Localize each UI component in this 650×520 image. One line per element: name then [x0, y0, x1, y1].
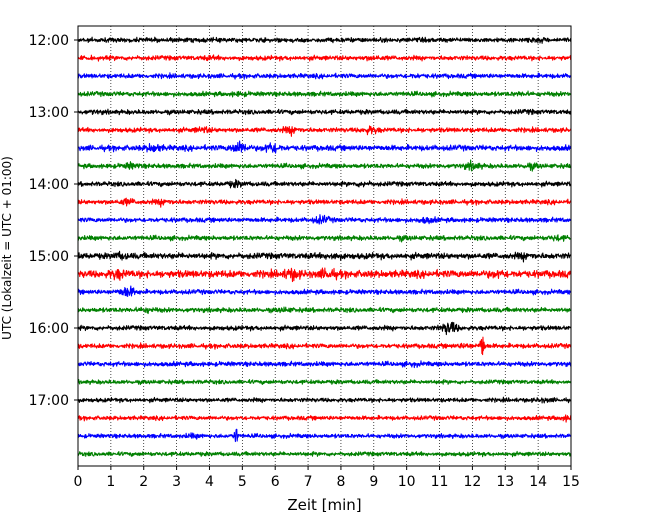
seismic-trace — [77, 214, 572, 225]
seismic-trace — [77, 396, 572, 404]
seismic-trace — [77, 140, 572, 154]
y-axis-label: UTC (Lokalzeit = UTC + 01:00) — [0, 156, 14, 340]
y-tick-label: 15:00 — [29, 249, 69, 265]
x-tick-label: 6 — [271, 474, 280, 490]
y-axis-ticks: 12:00 13:00 14:00 15:00 16:00 17:00 — [29, 33, 78, 409]
seismic-traces — [77, 36, 572, 458]
y-tick-label: 13:00 — [29, 105, 69, 121]
y-tick-label: 14:00 — [29, 177, 69, 193]
x-tick-label: 5 — [238, 474, 247, 490]
grid-lines — [110, 26, 539, 466]
seismic-trace — [77, 108, 572, 116]
seismic-trace — [77, 178, 572, 189]
y-tick-label: 12:00 — [29, 33, 69, 49]
x-axis-ticks: 0 1 2 3 4 5 6 7 8 9 10 11 12 13 14 15 — [74, 466, 580, 490]
seismic-trace — [77, 36, 572, 44]
seismic-trace — [77, 414, 572, 423]
seismic-trace — [77, 72, 572, 80]
x-tick-label: 13 — [496, 474, 514, 490]
seismic-trace — [77, 321, 572, 336]
x-tick-label: 15 — [562, 474, 580, 490]
y-tick-label: 17:00 — [29, 393, 69, 409]
seismic-trace — [77, 306, 572, 315]
seismic-trace — [77, 336, 572, 356]
seismic-trace — [77, 197, 572, 208]
x-tick-label: 8 — [336, 474, 345, 490]
x-tick-label: 12 — [463, 474, 481, 490]
seismic-trace — [77, 450, 572, 458]
seismic-trace — [77, 250, 572, 263]
x-tick-label: 11 — [431, 474, 449, 490]
x-tick-label: 4 — [205, 474, 214, 490]
x-tick-label: 3 — [172, 474, 181, 490]
x-tick-label: 9 — [369, 474, 378, 490]
seismic-trace — [77, 378, 572, 386]
seismic-trace — [77, 159, 572, 172]
x-tick-label: 0 — [74, 474, 83, 490]
x-tick-label: 2 — [139, 474, 148, 490]
plot-frame — [77, 25, 572, 467]
seismic-trace — [77, 90, 572, 98]
seismic-trace — [77, 360, 572, 369]
seismic-trace — [77, 428, 572, 443]
x-axis-label: Zeit [min] — [287, 496, 361, 514]
x-tick-label: 14 — [529, 474, 547, 490]
seismic-trace — [77, 267, 572, 283]
seismic-trace — [77, 234, 572, 243]
x-tick-label: 10 — [398, 474, 416, 490]
seismic-trace — [77, 125, 572, 137]
x-tick-label: 1 — [106, 474, 115, 490]
x-tick-label: 7 — [304, 474, 313, 490]
seismic-trace — [77, 54, 572, 62]
seismic-trace — [77, 285, 572, 298]
y-tick-label: 16:00 — [29, 321, 69, 337]
